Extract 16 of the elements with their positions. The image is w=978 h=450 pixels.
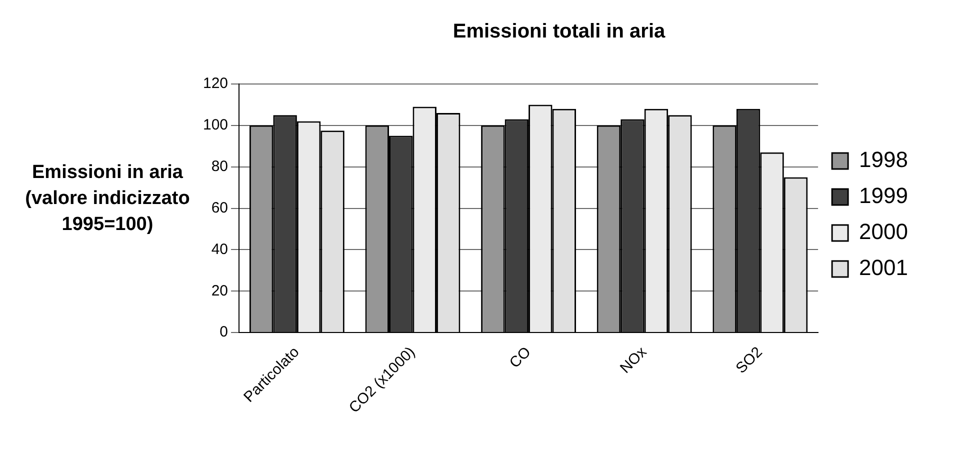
y-tick-label: 60 [211,199,228,216]
legend-label: 2000 [859,219,908,244]
legend-label: 1999 [859,183,908,208]
y-tick-label: 20 [211,282,228,300]
x-tick-label: CO [506,344,534,372]
y-tick-label: 80 [211,158,228,175]
y-tick-label: 120 [202,75,228,92]
y-tick-label: 0 [220,324,228,341]
x-tick-label: NOx [616,343,650,377]
y-axis-title: Emissioni in aria (valore indicizzato 1995=100) [24,161,191,237]
chart-title: Emissioni totali in aria [452,20,666,43]
legend-label: 1998 [859,147,908,172]
legend-label: 2001 [859,255,908,280]
y-tick-label: 40 [211,240,228,258]
y-tick-label: 100 [202,116,228,134]
x-tick-label: SO2 [732,344,766,377]
